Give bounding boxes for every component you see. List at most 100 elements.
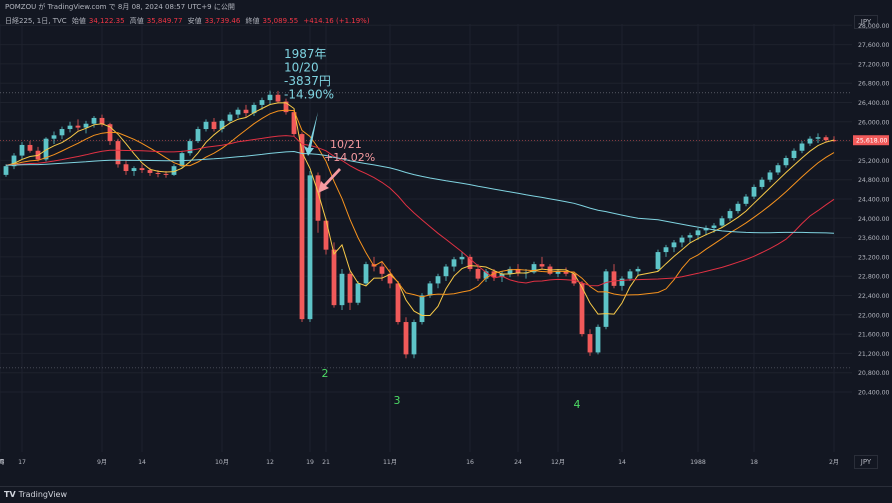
- candle-body: [759, 179, 765, 187]
- candle-body: [703, 227, 709, 231]
- candle-body: [259, 100, 265, 105]
- candle-body: [711, 225, 717, 228]
- change-value: +414.16 (+1.19%): [303, 17, 370, 25]
- candle-body: [139, 168, 145, 171]
- candle-body: [27, 144, 33, 151]
- candle-body: [83, 123, 89, 128]
- x-tick-label: 10月: [215, 459, 229, 466]
- y-tick-label: 23,200.00: [858, 254, 890, 261]
- x-tick-label: 1988: [690, 459, 706, 466]
- candle-body: [587, 334, 593, 353]
- candle-body: [203, 121, 209, 130]
- candle-body: [603, 271, 609, 327]
- candle-body: [635, 268, 641, 272]
- candle-body: [403, 322, 409, 355]
- y-tick-label: 23,600.00: [858, 235, 890, 242]
- y-tick-label: 27,200.00: [858, 61, 890, 68]
- x-tick-label: 2月: [829, 459, 839, 466]
- candle-body: [379, 266, 385, 274]
- x-tick-label: 3月: [0, 459, 5, 466]
- publish-info: POMZOU が TradingView.com で 8月 08, 2024 0…: [5, 3, 235, 11]
- candle-body: [227, 114, 233, 121]
- candle-body: [11, 155, 17, 167]
- candle-body: [387, 273, 393, 284]
- candle-body: [815, 137, 821, 139]
- candle-body: [395, 283, 401, 323]
- candle-body: [275, 94, 281, 102]
- open-value: 34,122.35: [88, 17, 125, 25]
- y-tick-label: 22,000.00: [858, 312, 890, 319]
- y-tick-label: 20,800.00: [858, 370, 890, 377]
- candle-body: [195, 129, 201, 142]
- candle-body: [411, 322, 417, 355]
- candle-body: [475, 268, 481, 279]
- candle-body: [163, 173, 169, 175]
- candle-body: [363, 264, 369, 284]
- candle-body: [187, 141, 193, 154]
- candle-body: [339, 273, 345, 306]
- low-label: 安値: [187, 17, 202, 25]
- tradingview-logo[interactable]: TV TradingView: [4, 490, 67, 499]
- candle-body: [171, 166, 177, 175]
- annotation-crash-text: -14.90%: [284, 88, 334, 102]
- candle-body: [695, 230, 701, 236]
- candle-body: [211, 121, 217, 130]
- x-tick-label: 9月: [97, 459, 107, 466]
- close-value: 35,089.55: [262, 17, 299, 25]
- candle-body: [735, 203, 741, 212]
- candle-body: [579, 283, 585, 335]
- candle-body: [611, 271, 617, 286]
- candle-body: [459, 256, 465, 260]
- candle-body: [3, 166, 9, 175]
- candle-body: [131, 168, 137, 172]
- candle-body: [123, 164, 129, 172]
- brand-name: TradingView: [18, 490, 67, 499]
- open-label: 始値: [71, 17, 86, 25]
- y-tick-label: 24,800.00: [858, 177, 890, 184]
- annotation-bottom-2: 2: [322, 367, 329, 380]
- y-tick-label: 21,600.00: [858, 332, 890, 339]
- symbol-label[interactable]: 日経225, 1日, TVC: [5, 17, 67, 25]
- currency-label-bottom[interactable]: JPY: [854, 455, 878, 469]
- candle-body: [451, 259, 457, 267]
- candle-body: [179, 153, 185, 167]
- candle-body: [427, 283, 433, 296]
- candle-body: [59, 129, 65, 136]
- moving-average-line: [5, 150, 835, 234]
- candle-body: [235, 109, 241, 115]
- candle-body: [75, 125, 81, 128]
- candle-body: [627, 271, 633, 279]
- candle-body: [115, 141, 121, 165]
- low-value: 33,739.46: [204, 17, 241, 25]
- x-tick-label: 12: [266, 459, 274, 466]
- candle-body: [467, 256, 473, 269]
- candle-body: [307, 175, 313, 320]
- candle-body: [719, 218, 725, 226]
- candle-body: [663, 247, 669, 253]
- moving-averages: [5, 102, 835, 316]
- moving-average-line: [5, 102, 835, 316]
- candle-body: [347, 273, 353, 303]
- y-tick-label: 22,800.00: [858, 274, 890, 281]
- candlestick-chart[interactable]: 28,000.00 27,600.00 27,200.00 26,800.00 26,4…: [0, 0, 892, 486]
- candle-body: [807, 138, 813, 144]
- candle-body: [147, 170, 153, 173]
- candle-body: [331, 249, 337, 306]
- candle-body: [99, 117, 105, 125]
- y-tick-label: 26,800.00: [858, 81, 890, 88]
- candle-body: [539, 264, 545, 267]
- candle-body: [655, 252, 661, 269]
- currency-label-top[interactable]: JPY: [854, 15, 878, 29]
- x-tick-label: 12月: [551, 459, 565, 466]
- candle-body: [687, 235, 693, 238]
- crash-arrow-icon: [304, 112, 318, 156]
- moving-average-line: [5, 135, 835, 287]
- candle-body: [435, 276, 441, 284]
- close-label: 終値: [245, 17, 260, 25]
- x-axis: 17 9月 14 10月 12 19 21 11月 16 24 12月 14 1988 18 2月 153月: [0, 459, 839, 466]
- candle-body: [671, 242, 677, 248]
- y-tick-label: 24,000.00: [858, 216, 890, 223]
- candle-body: [43, 138, 49, 160]
- candle-body: [419, 295, 425, 323]
- candle-body: [483, 271, 489, 279]
